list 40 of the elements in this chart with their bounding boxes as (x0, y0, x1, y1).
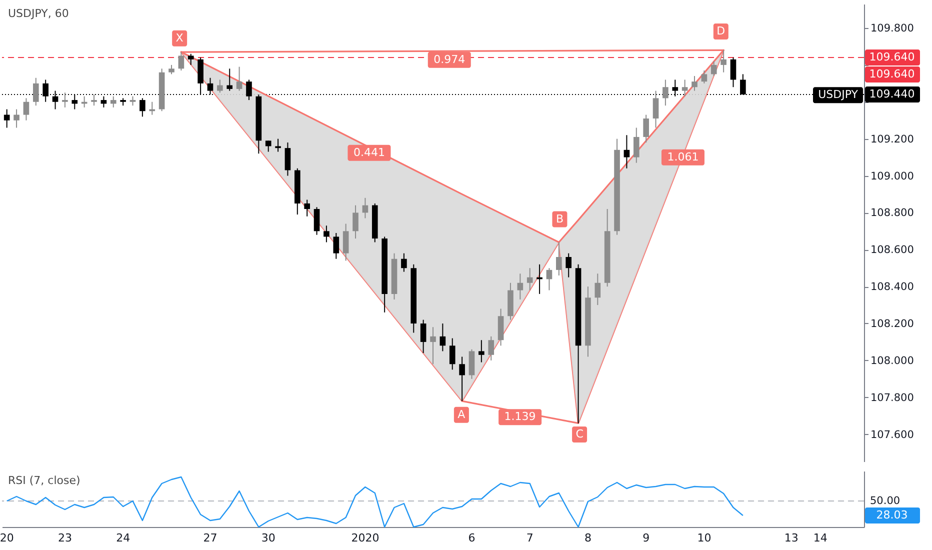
x-tick-label: 7 (526, 532, 534, 544)
annotation: A (458, 408, 466, 421)
x-tick-label: 30 (261, 532, 276, 544)
annotation: 0.974 (434, 52, 466, 66)
x-tick-label: 13 (784, 532, 798, 544)
chart-title: USDJPY, 60 (8, 7, 69, 20)
text: 109.640 (869, 68, 915, 81)
x-tick-label: 9 (642, 532, 650, 544)
x-tick-label: 23 (58, 532, 72, 544)
annotation: X (176, 31, 184, 44)
y-tick-label: 107.600 (870, 428, 914, 441)
y-tick-label: 108.000 (870, 354, 914, 367)
x-tick-label: 6 (468, 532, 476, 544)
annotation: D (716, 24, 726, 38)
y-tick-label: 107.800 (870, 392, 914, 404)
x-tick-label: 20 (0, 532, 14, 544)
y-tick-label: 108.200 (870, 318, 914, 330)
x-tick-label: 24 (116, 532, 130, 544)
y-tick-label: 109.800 (870, 22, 914, 35)
y-tick-label: 109.200 (870, 133, 914, 146)
ref-line-label: 109.440 (869, 87, 915, 100)
x-tick-label: 14 (813, 532, 828, 544)
annotation: 1.061 (667, 150, 699, 164)
annotation: 0.441 (353, 146, 385, 159)
chart-title: RSI (7, close) (8, 474, 80, 487)
annotation: 1.139 (504, 410, 536, 424)
x-tick-label: 27 (203, 532, 218, 544)
text: 28.03 (876, 508, 908, 522)
annotation: C (576, 428, 584, 441)
x-tick-label: 2020 (351, 532, 380, 544)
annotation: USDJPY (818, 88, 858, 102)
ref-line-label: 109.640 (869, 50, 915, 64)
y-tick-label: 108.400 (870, 281, 914, 294)
x-tick-label: 10 (697, 532, 712, 544)
text: 50.00 (870, 495, 900, 508)
x-tick-label: 8 (584, 532, 592, 544)
annotation: B (556, 212, 564, 226)
y-tick-label: 109.000 (870, 170, 914, 182)
y-tick-label: 108.600 (870, 244, 914, 256)
y-tick-label: 108.800 (870, 207, 914, 220)
